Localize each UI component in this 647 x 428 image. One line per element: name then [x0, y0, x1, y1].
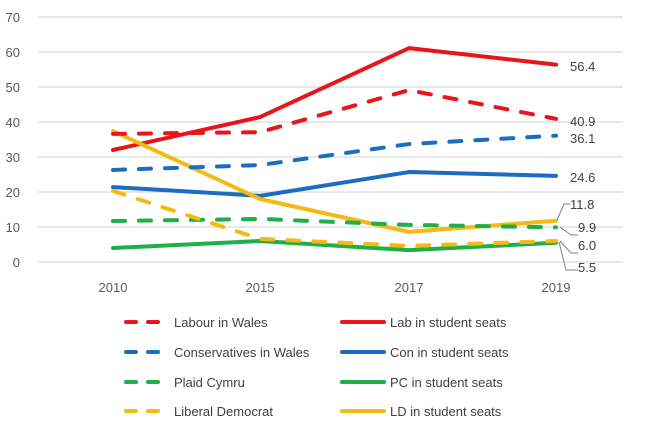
leader-line: [558, 241, 578, 271]
data-label: 6.0: [578, 238, 596, 253]
data-label: 36.1: [570, 131, 595, 146]
legend-item: Lab in student seats: [340, 315, 507, 330]
y-tick-label: 0: [13, 255, 20, 270]
data-label: 24.6: [570, 170, 595, 185]
data-labels: 40.9 56.4 36.1 24.6 9.9 5.5 6.0 11.8: [570, 59, 596, 275]
legend-item: LD in student seats: [340, 404, 502, 419]
legend-item: Con in student seats: [340, 345, 509, 360]
x-tick-label: 2010: [99, 280, 128, 295]
y-tick-label: 50: [6, 80, 20, 95]
series-line-liberal-democrat: [111, 188, 558, 248]
y-tick-label: 10: [6, 220, 20, 235]
series-line-lab-in-student-seats: [111, 46, 558, 152]
leader-line: [559, 226, 578, 236]
legend-label: Lab in student seats: [390, 315, 507, 330]
series-line-pc-in-student-seats: [111, 239, 558, 253]
data-label: 5.5: [578, 260, 596, 275]
x-axis-ticks: 2010 2015 2017 2019: [99, 280, 571, 295]
leader-line: [559, 240, 578, 254]
legend-item: Liberal Democrat: [124, 404, 273, 419]
y-tick-label: 40: [6, 115, 20, 130]
legend-label: PC in student seats: [390, 375, 503, 390]
data-label: 11.8: [570, 197, 594, 212]
legend: Labour in Wales Conservatives in Wales Pla…: [124, 315, 509, 419]
legend-label: Plaid Cymru: [174, 375, 245, 390]
data-label: 56.4: [570, 59, 595, 74]
data-label: 9.9: [578, 220, 596, 235]
y-tick-label: 30: [6, 150, 20, 165]
label-leader-lines: [556, 203, 578, 271]
series-line-labour-in-wales: [111, 88, 558, 136]
x-tick-label: 2019: [542, 280, 571, 295]
series-line-plaid-cymru: [111, 216, 558, 230]
data-label: 40.9: [570, 114, 595, 129]
legend-item: Labour in Wales: [124, 315, 268, 330]
legend-label: Con in student seats: [390, 345, 509, 360]
x-tick-label: 2015: [246, 280, 275, 295]
legend-label: Conservatives in Wales: [174, 345, 310, 360]
legend-item: PC in student seats: [340, 375, 503, 390]
legend-label: LD in student seats: [390, 404, 502, 419]
y-tick-label: 70: [6, 10, 20, 25]
series-lines: [111, 46, 558, 253]
legend-item: Plaid Cymru: [124, 375, 245, 390]
legend-label: Liberal Democrat: [174, 404, 273, 419]
series-line-ld-in-student-seats: [111, 129, 558, 234]
legend-label: Labour in Wales: [174, 315, 268, 330]
x-tick-label: 2017: [395, 280, 424, 295]
series-line-con-in-student-seats: [111, 170, 558, 198]
y-tick-label: 20: [6, 185, 20, 200]
leader-line: [556, 203, 570, 221]
legend-item: Conservatives in Wales: [124, 345, 310, 360]
y-axis-ticks: 0 10 20 30 40 50 60 70: [6, 10, 20, 270]
series-line-conservatives-in-wales: [111, 133, 558, 172]
gridlines: [38, 16, 623, 263]
y-tick-label: 60: [6, 45, 20, 60]
